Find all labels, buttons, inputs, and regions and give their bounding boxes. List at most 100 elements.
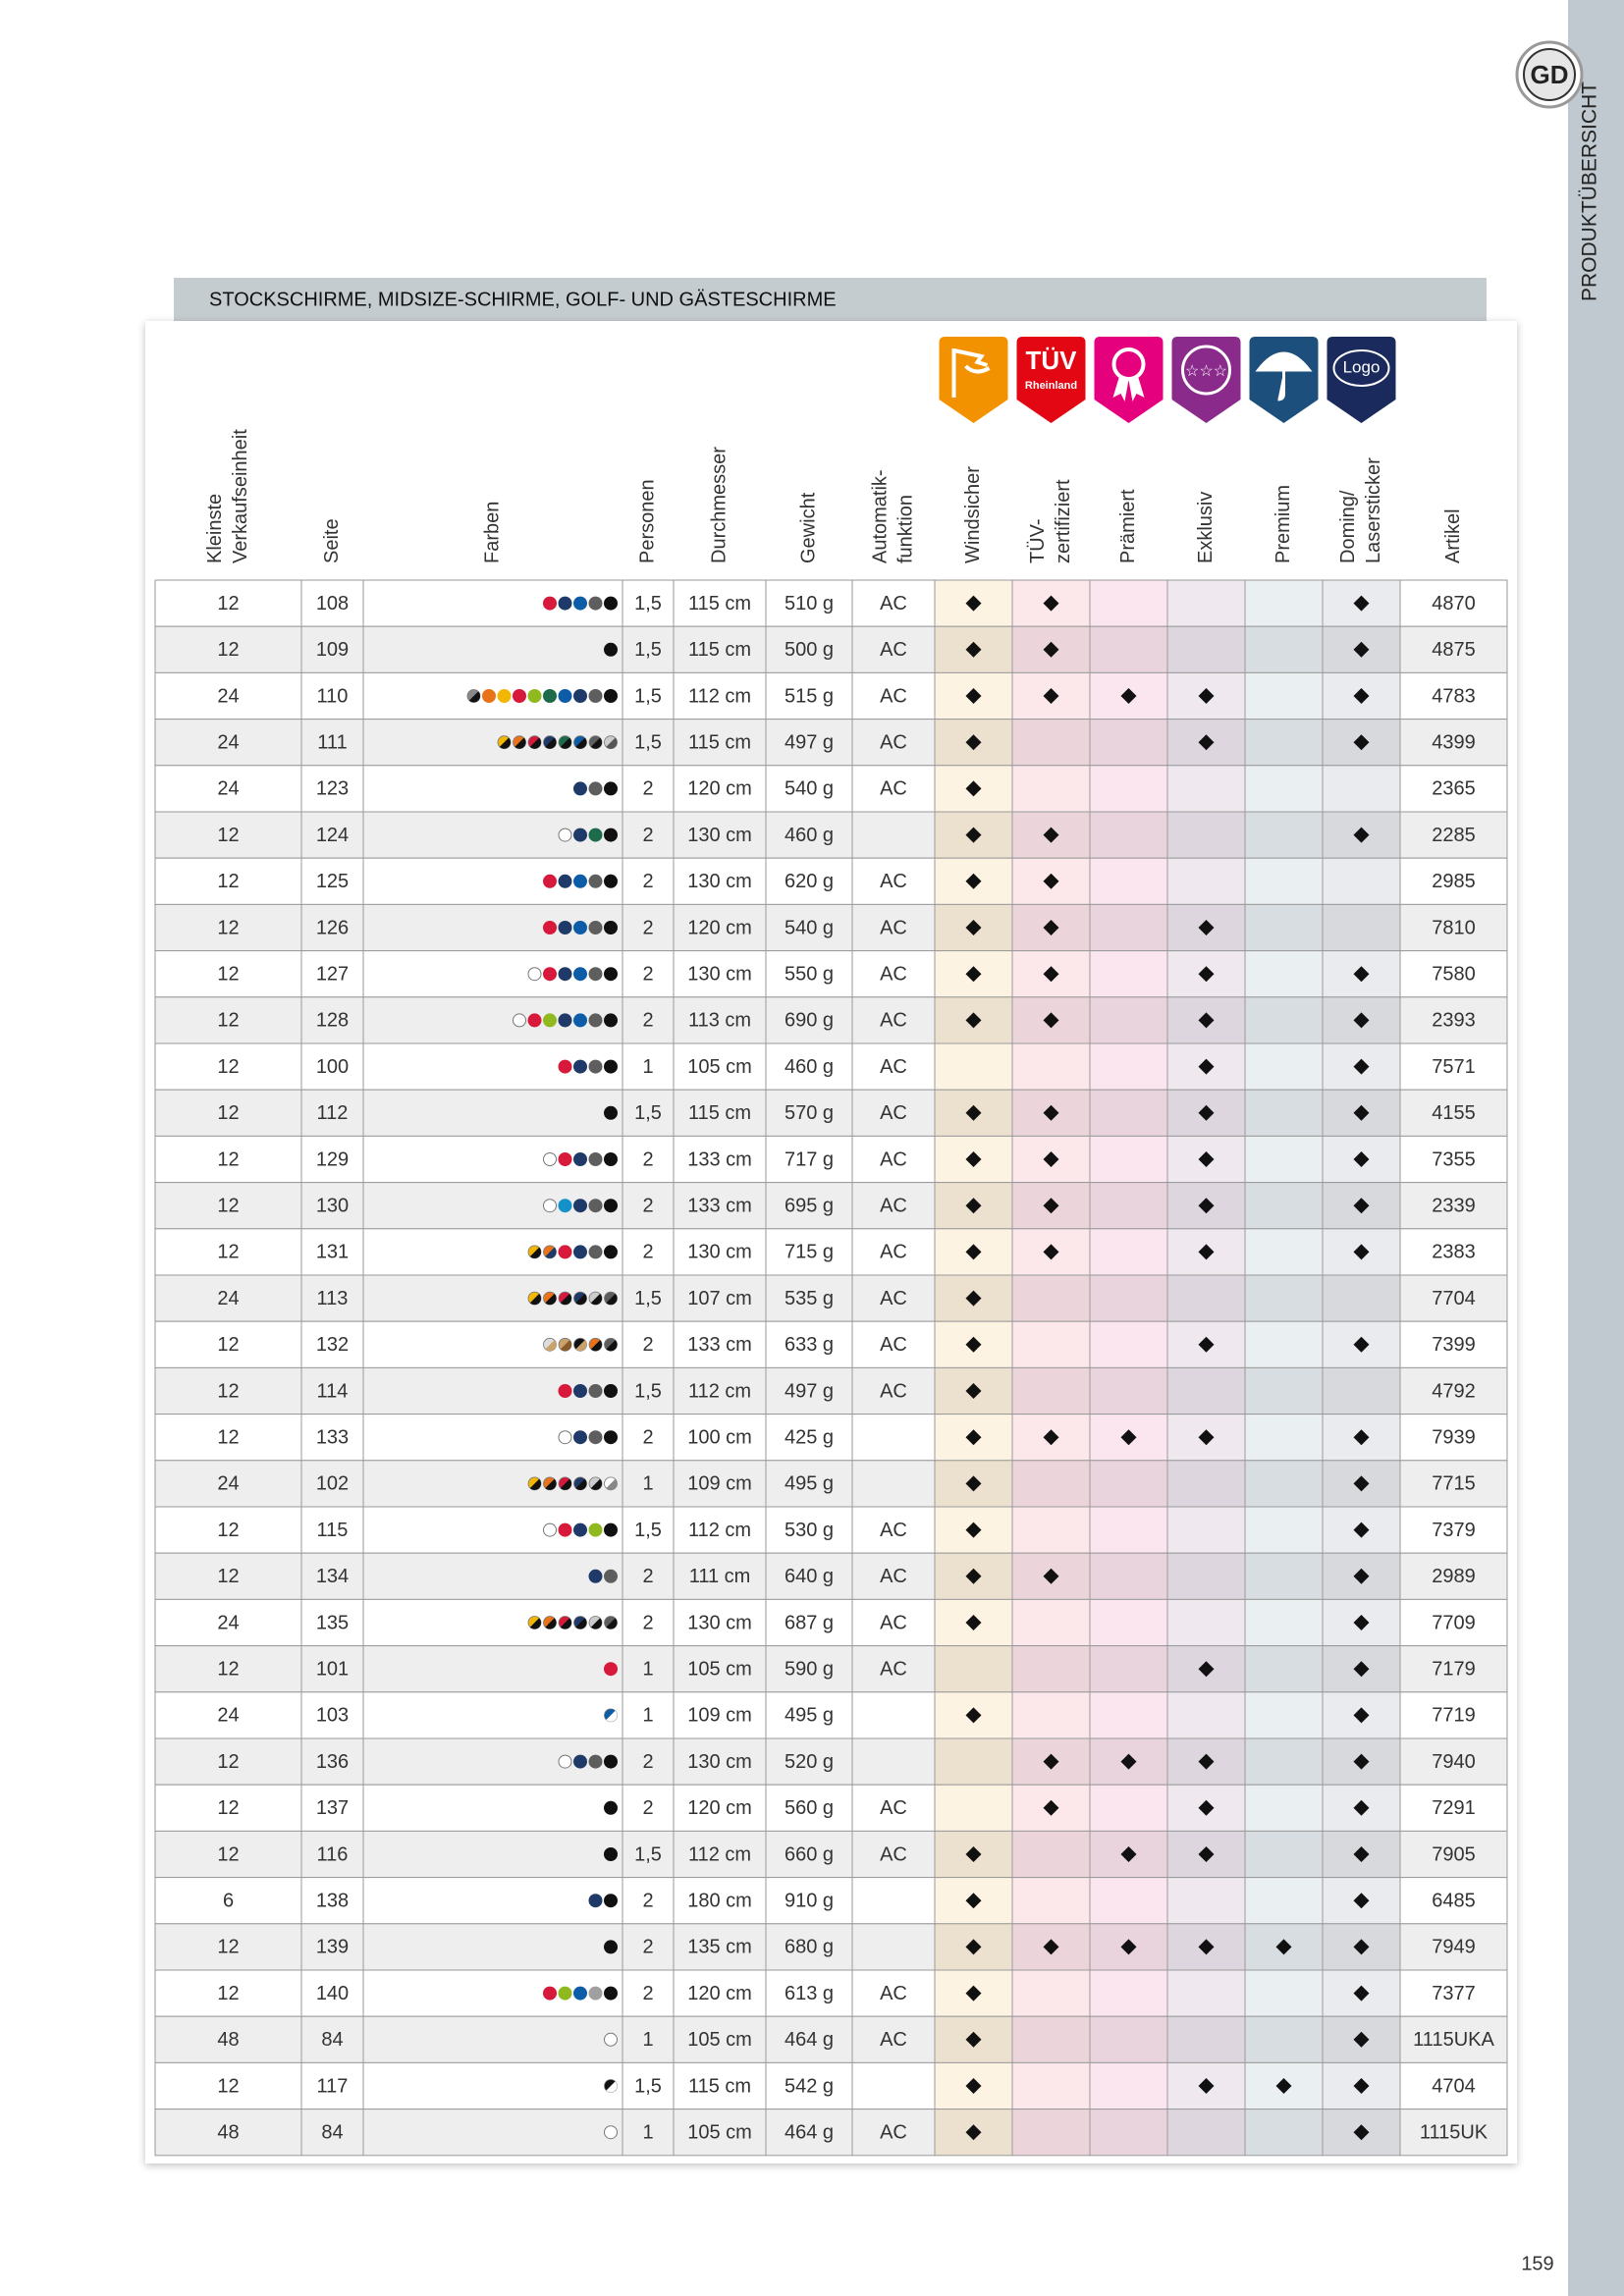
column-header: Artikel (1442, 508, 1464, 563)
color-dot-half (529, 1247, 542, 1258)
feature-icon: Logo (1326, 337, 1396, 423)
cell-text: 515 g (785, 685, 834, 707)
cell-text: 24 (217, 1288, 239, 1309)
cell-text: 112 cm (688, 1520, 751, 1541)
color-dot (588, 1894, 603, 1908)
cell-text: 2 (642, 963, 653, 985)
color-dot-half (529, 737, 542, 749)
color-dot-half (590, 737, 603, 749)
cell-text: 136 (316, 1751, 349, 1773)
feature-diamond (965, 1846, 982, 1862)
cell (1244, 579, 1324, 627)
column-header: Seite (321, 518, 343, 563)
feature-diamond (1198, 1151, 1215, 1167)
feature-diamond (1043, 1151, 1059, 1167)
feature-diamond (965, 1383, 982, 1399)
color-dot (573, 596, 587, 611)
cell (1244, 1969, 1324, 2017)
color-dot (604, 1847, 618, 1861)
feature-diamond (1353, 1244, 1370, 1260)
cell (300, 1460, 364, 1508)
feature-diamond (1043, 966, 1059, 983)
feature-diamond (1198, 1198, 1215, 1214)
cell (622, 625, 675, 673)
color-dot (558, 1430, 572, 1445)
cell-text: 7940 (1432, 1751, 1476, 1773)
color-dot (543, 735, 557, 750)
cell-text: 530 g (785, 1520, 834, 1541)
cell (300, 857, 364, 905)
color-dot (604, 2125, 618, 2140)
color-dot (543, 1986, 557, 2001)
svg-text:GD: GD (1531, 60, 1569, 89)
feature-diamond (1275, 1939, 1292, 1955)
feature-diamond (1043, 688, 1059, 704)
color-dot-half (606, 1710, 618, 1722)
cell (1089, 950, 1168, 998)
column-header: Gewicht (797, 492, 819, 563)
color-dot (558, 1986, 572, 2001)
cell-text: AC (880, 1010, 907, 1032)
cell (622, 1460, 675, 1508)
cell-text: 129 (316, 1148, 349, 1170)
cell-text: 1 (642, 2121, 653, 2143)
cell-text: 1115UK (1420, 2121, 1489, 2143)
cell-text: 115 cm (688, 593, 751, 614)
feature-diamond (1353, 1198, 1370, 1214)
cell-text: AC (880, 1334, 907, 1356)
cell (673, 1830, 767, 1879)
cell (765, 1089, 853, 1137)
color-dot (604, 967, 618, 982)
color-dot (497, 735, 512, 750)
color-dot (558, 689, 572, 703)
cell-text: 495 g (785, 1473, 834, 1495)
feature-diamond (1353, 1661, 1370, 1678)
cell-text: 112 (317, 1102, 349, 1124)
cell (1244, 996, 1324, 1044)
cell (765, 996, 853, 1044)
cell-text: 111 cm (689, 1566, 751, 1587)
cell (851, 903, 936, 952)
color-dot-half (575, 1340, 587, 1352)
cell-text: 12 (217, 1843, 239, 1865)
cell-text: 116 (317, 1843, 349, 1865)
color-dot (558, 1152, 572, 1166)
cell-text: 2 (642, 1890, 653, 1911)
color-dot (604, 781, 618, 796)
cell (300, 1645, 364, 1693)
cell (1089, 625, 1168, 673)
color-dot (588, 735, 603, 750)
cell-text: 2 (642, 1195, 653, 1216)
cell (765, 903, 853, 952)
cell (300, 765, 364, 813)
color-dot-half (590, 1478, 603, 1490)
color-dot-half (575, 1294, 587, 1306)
feature-diamond (1198, 1058, 1215, 1075)
color-dot-half (575, 737, 587, 749)
color-dot-half (560, 1340, 571, 1352)
cell (1399, 1923, 1508, 1971)
cell (673, 2109, 767, 2157)
cell-text: 620 g (785, 871, 834, 892)
cell-text: AC (880, 1102, 907, 1124)
cell-text: 464 g (785, 2029, 834, 2051)
cell (154, 625, 302, 673)
column-header: Doming/ (1337, 490, 1359, 563)
cell-text: 2 (642, 1937, 653, 1958)
cell-text: 101 (316, 1658, 349, 1680)
cell-text: 135 (316, 1612, 349, 1633)
cell-text: 2 (642, 778, 653, 800)
cell (851, 1089, 936, 1137)
cell (851, 811, 936, 859)
color-dot (604, 1013, 618, 1028)
cell-text: 108 (316, 593, 349, 614)
color-dot-half (545, 1618, 557, 1629)
cell-text: 7715 (1432, 1473, 1476, 1495)
feature-diamond (1353, 641, 1370, 658)
cell (1399, 1042, 1508, 1091)
cell-text: 7179 (1432, 1658, 1476, 1680)
cell (673, 579, 767, 627)
color-dot (527, 735, 542, 750)
color-dot-half (560, 1478, 572, 1490)
cell-text: 135 cm (687, 1937, 752, 1958)
